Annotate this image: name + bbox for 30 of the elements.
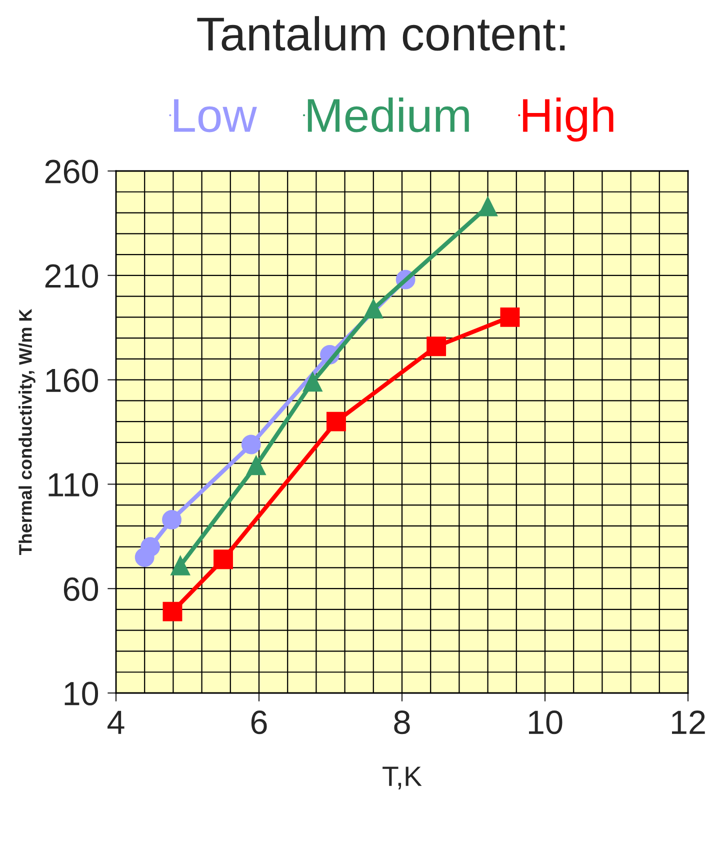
x-tick-label: 12: [672, 710, 705, 734]
y-tick-label: 110: [48, 473, 98, 497]
point: [162, 510, 182, 530]
x-axis-title: T,K: [382, 766, 422, 790]
legend-label: Low: [174, 99, 257, 132]
point: [162, 602, 182, 622]
y-tick-label: 160: [46, 368, 98, 392]
point: [364, 299, 384, 319]
x-tick-label: 10: [529, 710, 562, 734]
point: [500, 307, 520, 327]
point: [326, 412, 346, 432]
point: [246, 456, 266, 476]
point: [170, 556, 190, 576]
point: [241, 434, 261, 454]
legend-label: High: [523, 98, 614, 142]
point: [302, 372, 322, 392]
x-tick-label: 8: [394, 710, 410, 734]
y-tick-label: 260: [45, 160, 98, 184]
y-tick-label: 60: [64, 577, 98, 602]
legend-label: Medium: [308, 98, 469, 132]
point: [426, 336, 446, 356]
point: [140, 537, 160, 557]
y-axis-title: Thermal conductivity, W/m K: [18, 308, 36, 556]
chart-title: Tantalum content:: [197, 16, 565, 51]
y-tick-label: 10: [64, 682, 98, 706]
point: [214, 550, 233, 570]
y-tick-label: 210: [45, 264, 98, 288]
x-tick-label: 6: [251, 710, 267, 734]
point: [478, 196, 498, 216]
x-tick-label: 4: [107, 710, 124, 734]
